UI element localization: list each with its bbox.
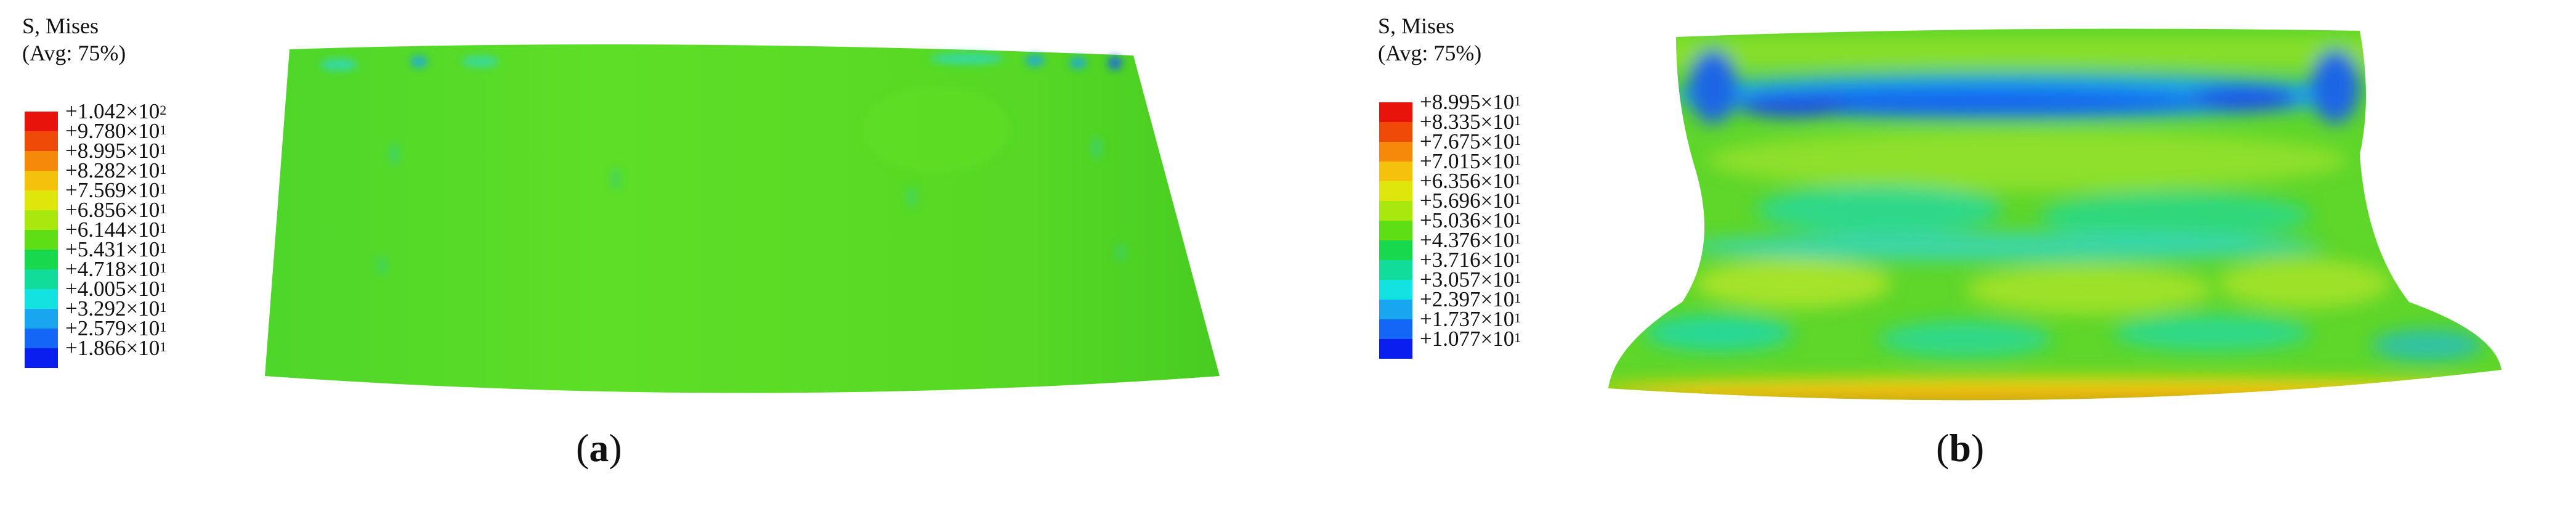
legend-value: +5.696×101 [1420, 189, 1521, 213]
legend-value: +1.866×101 [65, 336, 167, 360]
legend-value: +5.431×101 [65, 237, 167, 261]
legend-value: +6.144×101 [65, 218, 167, 242]
legend-value: +2.397×101 [1420, 287, 1521, 311]
legend-value: +8.995×101 [1420, 90, 1521, 114]
legend-swatch [25, 171, 58, 190]
stress-spots [320, 52, 1127, 275]
legend-value: +7.015×101 [1420, 149, 1521, 173]
legend-swatch [25, 309, 58, 329]
legend-swatch [1379, 181, 1412, 201]
shell-surface [265, 44, 1220, 393]
legend-swatch [1379, 122, 1412, 142]
legend-value: +6.856×101 [65, 198, 167, 222]
legend-value: +4.376×101 [1420, 228, 1521, 252]
legend-swatch [1379, 161, 1412, 181]
caption-a: (a) [576, 425, 622, 471]
legend-swatch [25, 230, 58, 250]
legend-title-text: S, Mises [22, 14, 99, 38]
caption-letter: a [589, 426, 609, 470]
caption-open: ( [1936, 426, 1950, 470]
stress-field [1608, 37, 2501, 401]
legend-title: S, Mises [22, 12, 99, 39]
legend-value: +1.042×102 [65, 99, 167, 123]
legend-swatch [25, 131, 58, 151]
panel-a: S, Mises (Avg: 75%) +1.042×102 +9.780×101… [22, 12, 1220, 471]
contour-legend: +1.042×102 +9.780×101 +8.995×101 +8.282×101… [25, 99, 259, 385]
legend-value: +3.292×101 [65, 296, 167, 321]
panel-b: S, Mises (Avg: 75%) +8.995×101 +8.335×101… [1288, 0, 2576, 511]
legend-swatch [1379, 319, 1412, 339]
legend-swatch [1379, 260, 1412, 280]
caption-close: ) [1970, 426, 1985, 470]
caption-b: (b) [1936, 425, 1984, 471]
legend-swatch [1379, 201, 1412, 221]
caption-open: ( [576, 426, 589, 470]
legend-value: +4.005×101 [65, 277, 167, 301]
frustum-shell-model [265, 44, 1220, 393]
legend-swatch [25, 210, 58, 230]
legend-title: S, Mises [1378, 12, 1454, 39]
legend-swatch [25, 151, 58, 171]
legend-swatch [25, 112, 58, 131]
legend-swatch [25, 269, 58, 289]
legend-value: +4.718×101 [65, 257, 167, 281]
legend-value: +8.335×101 [1420, 110, 1521, 134]
caption-letter: b [1949, 426, 1971, 470]
legend-value: +8.995×101 [65, 139, 167, 163]
legend-value: +1.737×101 [1420, 307, 1521, 331]
legend-value: +6.356×101 [1420, 169, 1521, 193]
legend-subtitle-text: (Avg: 75%) [22, 41, 126, 65]
legend-value: +5.036×101 [1420, 208, 1521, 232]
legend-value: +7.569×101 [65, 178, 167, 202]
legend-swatch [25, 348, 58, 368]
buckled-shell-model [1608, 28, 2501, 401]
legend-title-text: S, Mises [1378, 14, 1455, 38]
legend-value: +3.057×101 [1420, 268, 1521, 292]
legend-value: +9.780×101 [65, 119, 167, 143]
contour-legend: +8.995×101 +8.335×101 +7.675×101 +7.015×101… [1379, 90, 1613, 376]
legend-subtitle-text: (Avg: 75%) [1378, 41, 1482, 65]
legend-value: +8.282×101 [65, 158, 167, 182]
legend-swatch [25, 250, 58, 269]
legend-swatch [1379, 339, 1412, 359]
legend-value: +2.579×101 [65, 316, 167, 340]
legend-swatch [1379, 142, 1412, 161]
legend-subtitle: (Avg: 75%) [1378, 39, 1481, 67]
legend-swatch [1379, 280, 1412, 300]
legend-value: +1.077×101 [1420, 327, 1521, 351]
legend-value: +3.716×101 [1420, 248, 1521, 272]
legend-swatch [1379, 221, 1412, 240]
legend-swatch [1379, 300, 1412, 319]
legend-swatch [25, 329, 58, 348]
legend-subtitle: (Avg: 75%) [22, 39, 126, 67]
legend-value: +7.675×101 [1420, 129, 1521, 153]
legend-swatch [25, 190, 58, 210]
legend-swatch [1379, 240, 1412, 260]
legend-swatch [1379, 102, 1412, 122]
legend-swatch [25, 289, 58, 309]
caption-close: ) [609, 426, 622, 470]
